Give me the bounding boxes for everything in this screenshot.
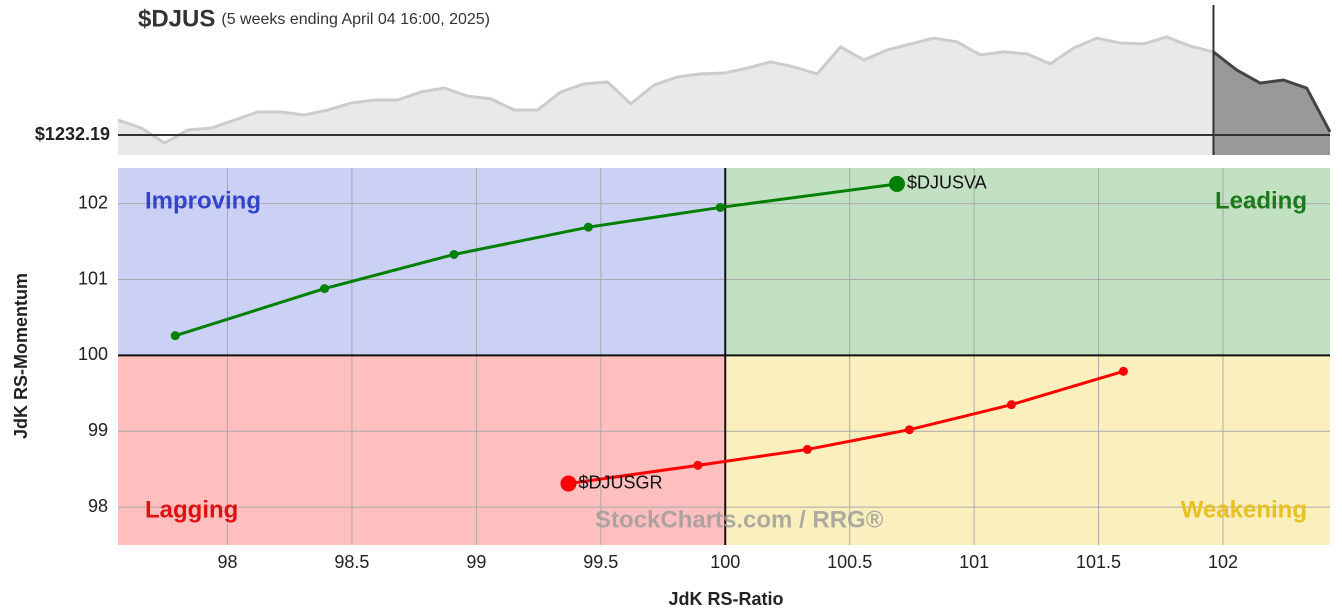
x-tick-label: 99.5 bbox=[583, 552, 618, 572]
series-head bbox=[560, 475, 577, 492]
series-head bbox=[888, 175, 905, 192]
series-point bbox=[170, 331, 180, 341]
series-point bbox=[1118, 366, 1128, 376]
y-tick-label: 99 bbox=[88, 420, 108, 440]
tail-line bbox=[1212, 50, 1332, 133]
x-tick-label: 99 bbox=[466, 552, 486, 572]
quadrant bbox=[725, 355, 1330, 545]
tail-area bbox=[1213, 51, 1330, 155]
series-label: $DJUSGR bbox=[578, 472, 662, 492]
quadrant-label: Leading bbox=[1215, 187, 1307, 214]
y-tick-label: 102 bbox=[78, 192, 108, 212]
y-axis-label: JdK RS-Momentum bbox=[11, 273, 31, 439]
y-tick-label: 100 bbox=[78, 344, 108, 364]
quadrant-label: Improving bbox=[145, 187, 261, 214]
chart-title: $DJUS bbox=[138, 5, 215, 32]
series-point bbox=[693, 460, 703, 470]
quadrant bbox=[725, 168, 1330, 356]
series-point bbox=[715, 202, 725, 212]
y-tick-label: 101 bbox=[78, 268, 108, 288]
price-level-label: $1232.19 bbox=[35, 124, 110, 144]
watermark: StockCharts.com / RRG® bbox=[595, 506, 884, 533]
price-line bbox=[117, 35, 1214, 145]
price-area bbox=[118, 36, 1214, 155]
x-tick-label: 101.5 bbox=[1076, 552, 1121, 572]
series-line bbox=[174, 182, 898, 338]
x-tick-label: 100.5 bbox=[827, 552, 872, 572]
series-point bbox=[802, 444, 812, 454]
x-axis-label: JdK RS-Ratio bbox=[668, 589, 783, 609]
x-tick-label: 101 bbox=[959, 552, 989, 572]
series-point bbox=[449, 249, 459, 259]
quadrant-label: Weakening bbox=[1181, 496, 1307, 523]
x-tick-label: 102 bbox=[1208, 552, 1238, 572]
quadrant-label: Lagging bbox=[145, 496, 238, 523]
series-point bbox=[904, 425, 914, 435]
series-line bbox=[568, 369, 1124, 486]
chart-subtitle: (5 weeks ending April 04 16:00, 2025) bbox=[221, 11, 490, 28]
x-tick-label: 100 bbox=[710, 552, 740, 572]
x-tick-label: 98 bbox=[217, 552, 237, 572]
y-tick-label: 98 bbox=[88, 496, 108, 516]
x-tick-label: 98.5 bbox=[334, 552, 369, 572]
series-point bbox=[583, 222, 593, 232]
series-point bbox=[1006, 400, 1016, 410]
series-point bbox=[320, 284, 330, 294]
series-label: $DJUSVA bbox=[907, 173, 987, 193]
quadrant bbox=[118, 355, 726, 545]
